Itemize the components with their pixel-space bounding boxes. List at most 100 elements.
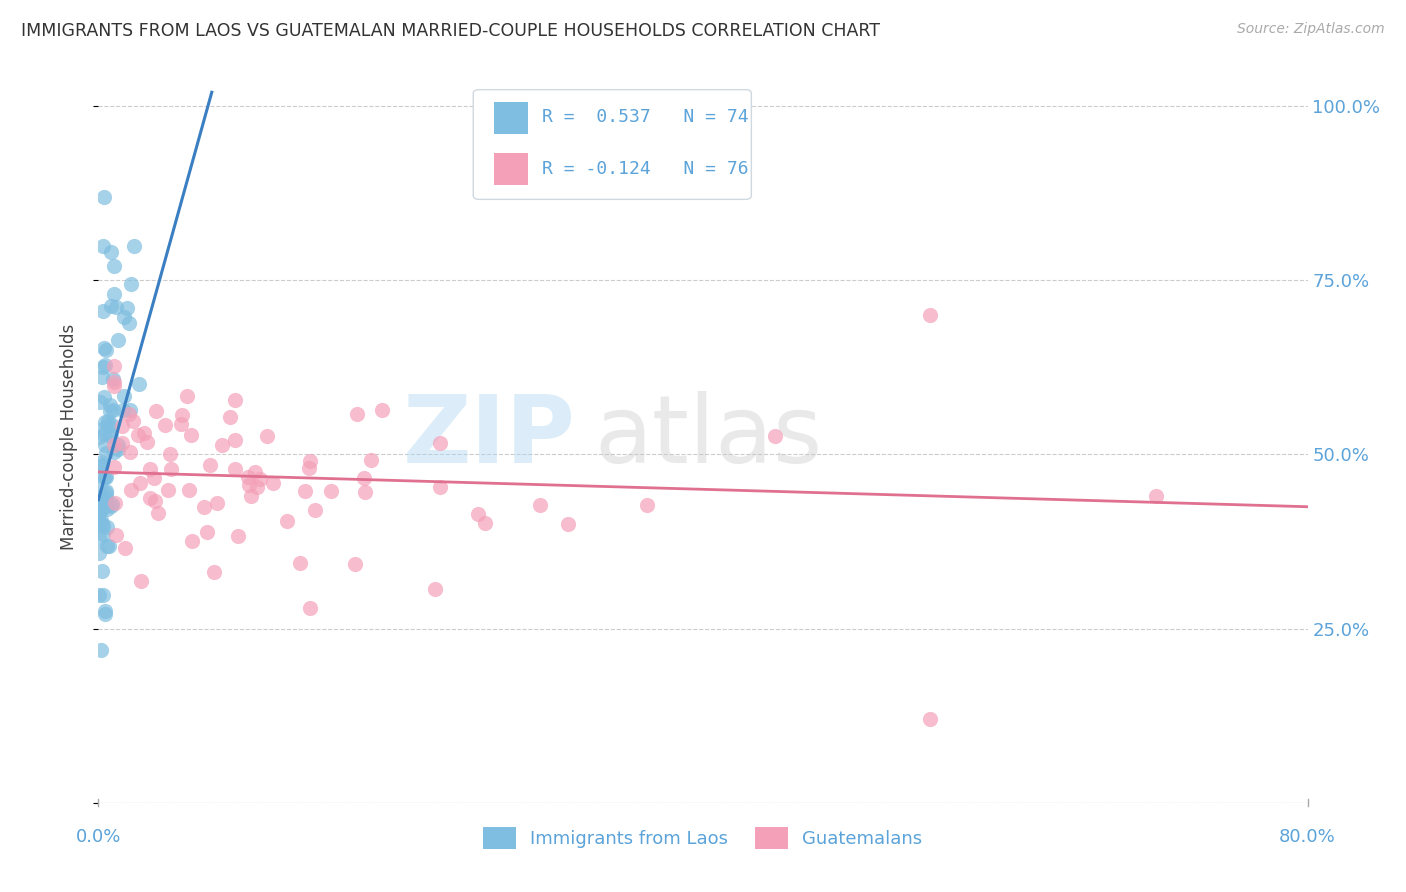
Point [89, 588, 111, 602]
Point [94, 469, 117, 483]
Point [101, 402, 124, 417]
Point [91, 238, 114, 252]
Point [143, 471, 166, 485]
Point [103, 376, 125, 390]
Point [111, 435, 134, 450]
Point [139, 491, 162, 505]
Point [290, 556, 312, 570]
Point [153, 417, 176, 432]
Point [97, 418, 120, 433]
Legend: Immigrants from Laos, Guatemalans: Immigrants from Laos, Guatemalans [477, 820, 929, 856]
Point [91, 519, 114, 533]
Point [89, 513, 111, 527]
Point [101, 372, 124, 386]
Point [94, 469, 117, 483]
Point [91, 421, 114, 435]
Point [122, 239, 145, 253]
Point [89, 395, 111, 409]
Point [107, 442, 129, 457]
Point [93, 499, 115, 513]
Point [238, 478, 260, 492]
Point [97, 414, 120, 428]
Point [120, 483, 142, 498]
Point [107, 438, 129, 452]
Point [371, 402, 394, 417]
Text: 80.0%: 80.0% [1279, 828, 1336, 846]
Point [104, 300, 127, 314]
Text: 0.0%: 0.0% [76, 828, 121, 846]
Point [100, 500, 122, 514]
Point [176, 389, 198, 403]
Point [93, 190, 115, 204]
Point [299, 453, 322, 467]
Point [360, 453, 382, 467]
Point [128, 377, 150, 392]
Point [353, 485, 375, 500]
Point [94, 607, 117, 621]
Point [120, 277, 142, 292]
Point [90, 370, 112, 384]
Point [240, 489, 263, 503]
Point [91, 564, 114, 578]
Point [101, 418, 124, 433]
Point [104, 528, 127, 542]
Point [104, 496, 127, 510]
Point [205, 496, 228, 510]
Point [118, 445, 141, 459]
Point [94, 604, 117, 618]
Point [467, 507, 489, 521]
Point [90, 459, 112, 474]
Point [529, 498, 551, 512]
Point [143, 493, 166, 508]
Point [224, 392, 246, 407]
Point [100, 429, 122, 443]
Point [136, 434, 159, 449]
Point [94, 484, 117, 499]
Point [101, 497, 124, 511]
Point [238, 469, 260, 483]
Point [93, 527, 115, 541]
Point [89, 505, 111, 519]
Point [115, 301, 138, 315]
Point [346, 407, 368, 421]
Point [94, 485, 117, 500]
Point [90, 455, 112, 469]
Point [100, 427, 122, 442]
Point [89, 546, 111, 560]
Point [93, 360, 115, 375]
Point [138, 461, 160, 475]
Point [89, 430, 111, 444]
Point [91, 458, 114, 472]
Point [90, 503, 112, 517]
Point [211, 437, 233, 451]
Point [159, 446, 181, 460]
Text: ZIP: ZIP [404, 391, 576, 483]
Point [181, 534, 204, 549]
Point [103, 359, 125, 373]
Point [132, 425, 155, 440]
Point [224, 433, 246, 447]
Bar [494, 102, 527, 134]
Point [180, 427, 202, 442]
Point [145, 403, 167, 417]
Point [94, 415, 117, 429]
Point [353, 471, 375, 485]
Point [198, 458, 221, 472]
Point [129, 475, 152, 490]
Point [148, 506, 170, 520]
Point [319, 483, 342, 498]
Point [112, 310, 135, 324]
Point [122, 415, 145, 429]
Point [218, 410, 240, 425]
Text: atlas: atlas [595, 391, 823, 483]
Y-axis label: Married-couple Households: Married-couple Households [59, 324, 77, 550]
Point [262, 476, 284, 491]
Text: IMMIGRANTS FROM LAOS VS GUATEMALAN MARRIED-COUPLE HOUSEHOLDS CORRELATION CHART: IMMIGRANTS FROM LAOS VS GUATEMALAN MARRI… [21, 22, 880, 40]
Point [294, 484, 316, 499]
Point [344, 557, 367, 571]
Point [91, 303, 114, 318]
Point [474, 516, 496, 531]
Point [112, 389, 135, 403]
Point [114, 541, 136, 555]
Point [103, 438, 125, 452]
